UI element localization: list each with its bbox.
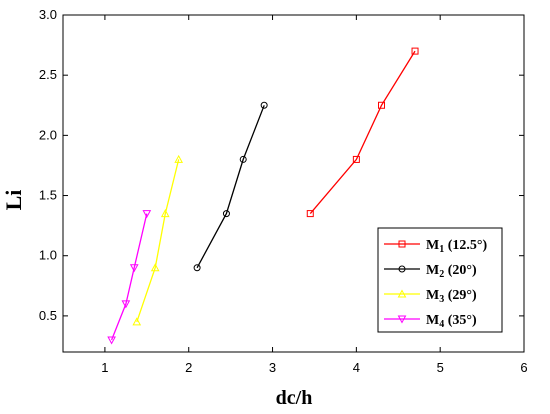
series-line xyxy=(110,213,148,341)
plot-frame xyxy=(62,14,525,353)
series-line xyxy=(136,159,180,323)
x-tick-label: 5 xyxy=(437,360,444,375)
x-tick-label: 2 xyxy=(185,360,192,375)
y-axis-title: Li xyxy=(1,190,26,211)
series-group xyxy=(132,154,184,326)
axis-ticks: 1 2 3 4 5 6 0.5 1.0 1.5 2.0 2.5 3.0 xyxy=(39,7,528,375)
legend: M1 (12.5°) M2 (20°) M3 (29°) M4 (35°) xyxy=(377,227,503,333)
data-point xyxy=(352,155,360,163)
y-tick-label: 1.0 xyxy=(39,248,57,263)
data-point xyxy=(306,210,314,218)
data-point xyxy=(107,336,116,345)
legend-marker xyxy=(397,289,407,298)
y-tick-label: 2.0 xyxy=(39,127,57,142)
series-group xyxy=(107,210,152,345)
series-group xyxy=(193,101,268,272)
data-point xyxy=(142,210,152,219)
data-point xyxy=(129,264,139,273)
legend-marker xyxy=(398,265,406,273)
x-tick-label: 4 xyxy=(353,360,360,375)
series-line xyxy=(309,50,416,215)
legend-marker xyxy=(397,315,407,324)
series-group xyxy=(306,47,419,218)
data-point xyxy=(132,317,142,326)
data-point xyxy=(411,47,419,55)
x-tick-label: 1 xyxy=(101,360,108,375)
x-tick-label: 6 xyxy=(520,360,527,375)
data-point xyxy=(150,263,160,272)
legend-label: M4 (35°) xyxy=(426,313,477,330)
data-point xyxy=(121,300,131,309)
series-layer xyxy=(107,47,419,345)
legend-label: M3 (29°) xyxy=(426,288,477,305)
data-point xyxy=(160,209,170,218)
legend-marker xyxy=(398,240,406,248)
legend-label: M2 (20°) xyxy=(426,263,477,280)
legend-label: M1 (12.5°) xyxy=(426,238,487,255)
data-point xyxy=(174,154,184,163)
data-point xyxy=(260,101,268,109)
data-point xyxy=(378,101,386,109)
y-tick-label: 1.5 xyxy=(39,188,57,203)
y-tick-label: 0.5 xyxy=(39,308,57,323)
data-point xyxy=(193,264,201,272)
x-tick-label: 3 xyxy=(269,360,276,375)
data-point xyxy=(239,155,247,163)
series-line xyxy=(196,105,265,269)
data-point xyxy=(222,210,230,218)
y-tick-label: 2.5 xyxy=(39,67,57,82)
x-axis-title: dc/h xyxy=(276,387,313,409)
y-tick-label: 3.0 xyxy=(39,7,57,22)
